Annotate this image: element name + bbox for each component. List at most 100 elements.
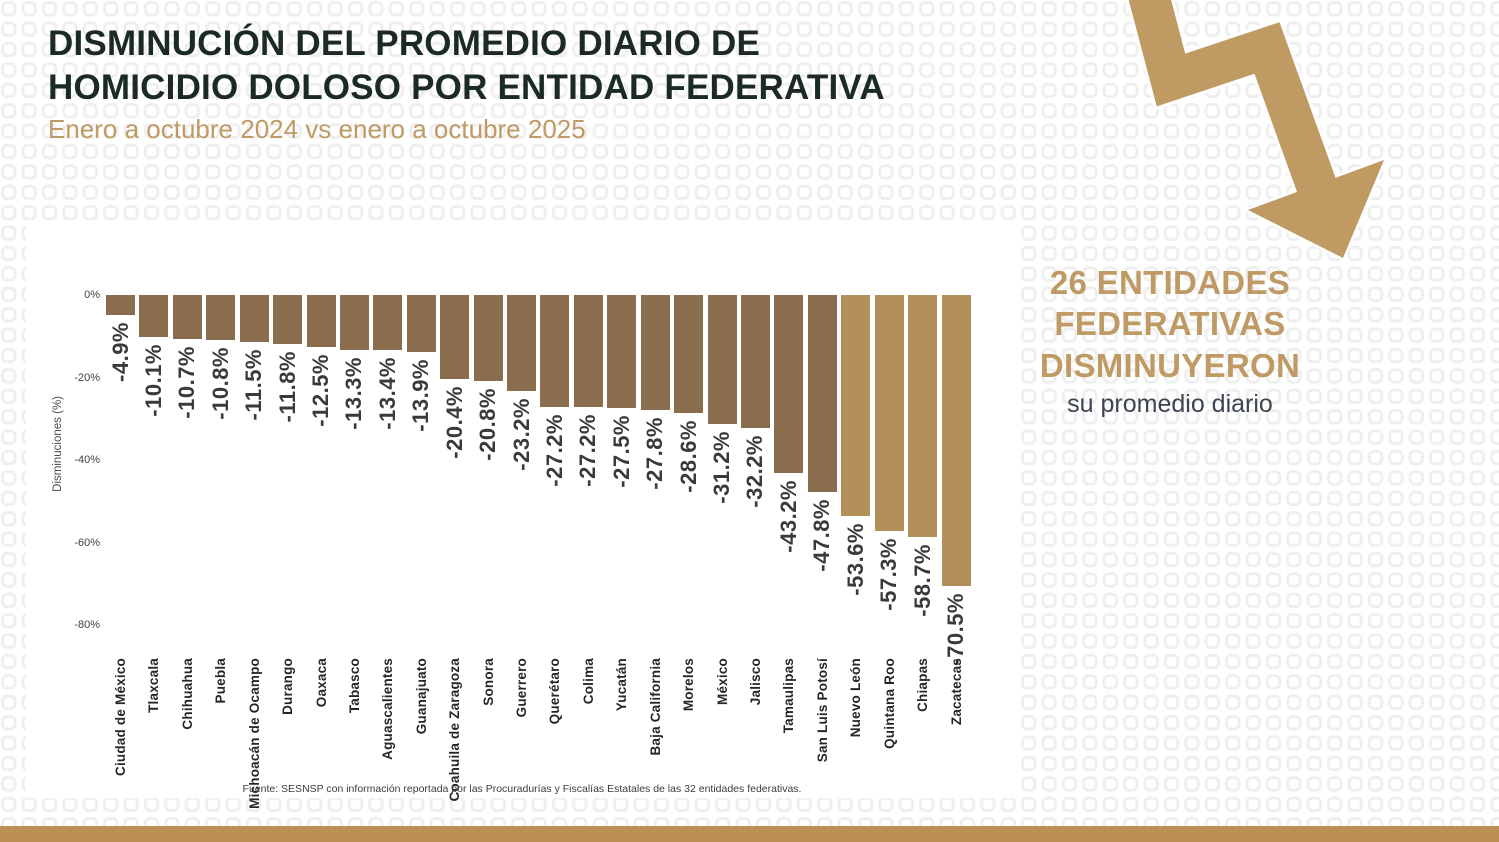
x-tick-label: Querétaro <box>547 658 563 725</box>
bar-ciudad-de-méxico <box>106 295 135 316</box>
x-tick-label-wrap: Chihuahua <box>173 658 202 730</box>
x-tick-label-wrap: Oaxaca <box>307 658 336 707</box>
bar-value-label: -28.6% <box>675 419 701 493</box>
x-tick-label: Durango <box>280 658 296 715</box>
x-tick-label: Yucatán <box>614 658 630 712</box>
x-tick-label: Aguascalientes <box>380 658 396 760</box>
x-tick-label-wrap: Aguascalientes <box>373 658 402 760</box>
x-tick-label-wrap: San Luis Potosí <box>808 658 837 762</box>
x-tick-label-wrap: Ciudad de México <box>106 658 135 776</box>
x-tick-label-wrap: Nuevo León <box>841 658 870 737</box>
bar-value-label-wrap: -57.3% <box>875 538 904 611</box>
bar-tamaulipas <box>774 295 804 474</box>
x-tick-label: Tlaxcala <box>146 658 162 713</box>
bar-morelos <box>674 295 704 413</box>
bar-michoacán-de-ocampo <box>239 295 269 343</box>
bar-value-label-wrap: -47.8% <box>808 499 837 572</box>
x-tick-label: Guanajuato <box>413 658 429 735</box>
bar-value-label: -47.8% <box>809 499 835 572</box>
x-tick-label-wrap: Tamaulipas <box>774 658 803 733</box>
bar-jalisco <box>740 295 770 428</box>
x-tick-label: Chiapas <box>915 658 931 712</box>
bar-baja-california <box>640 295 670 410</box>
page-subtitle: Enero a octubre 2024 vs enero a octubre … <box>48 114 586 144</box>
bar-value-label-wrap: -27.5% <box>607 415 636 488</box>
bar-tlaxcala <box>139 295 169 337</box>
bar-coahuila-de-zaragoza <box>440 295 470 380</box>
bar-chihuahua <box>172 295 202 340</box>
bar-value-label-wrap: -10.7% <box>173 346 202 419</box>
bar-colima <box>573 295 603 408</box>
x-tick-label: Puebla <box>213 658 229 704</box>
bar-value-label: -20.4% <box>441 386 467 459</box>
bottom-accent-bar <box>0 826 1499 842</box>
bar-value-label-wrap: -13.4% <box>373 357 402 430</box>
bar-value-label: -4.9% <box>107 322 133 383</box>
x-tick-label: San Luis Potosí <box>814 658 830 763</box>
x-tick-label: Chihuahua <box>179 658 195 730</box>
bar-value-label-wrap: -32.2% <box>741 435 770 508</box>
x-tick-label-wrap: Coahuila de Zaragoza <box>440 658 469 802</box>
bar-guerrero <box>507 295 537 391</box>
bar-value-label-wrap: -28.6% <box>674 420 703 493</box>
x-tick-label-wrap: Morelos <box>674 658 703 711</box>
bar-value-label-wrap: -10.1% <box>139 344 168 417</box>
bar-value-label-wrap: -27.2% <box>540 414 569 487</box>
x-tick-label-wrap: Chiapas <box>908 658 937 712</box>
x-tick-label: Baja California <box>647 658 663 756</box>
bar-value-label: -57.3% <box>876 538 902 612</box>
bar-value-label: -12.5% <box>308 353 334 427</box>
bar-value-label: -10.1% <box>140 343 166 417</box>
highlight-line-3: DISMINUYERON <box>1039 346 1301 384</box>
bar-value-label-wrap: -11.8% <box>273 351 302 423</box>
bar-chiapas <box>908 295 938 538</box>
bar-value-label-wrap: -20.4% <box>440 386 469 459</box>
y-tick-label: -40% <box>74 454 100 466</box>
bar-value-label-wrap: -20.8% <box>474 388 503 461</box>
bar-puebla <box>206 295 236 340</box>
x-tick-label-wrap: México <box>708 658 737 705</box>
x-tick-label: México <box>714 658 730 705</box>
source-note: Fuente: SESNSP con información reportada… <box>242 783 802 795</box>
bar-value-label-wrap: -23.2% <box>507 398 536 471</box>
bar-value-label-wrap: -70.5% <box>942 593 971 666</box>
x-tick-label-wrap: Querétaro <box>540 658 569 724</box>
bar-value-label-wrap: -13.3% <box>340 357 369 430</box>
x-tick-label: Colima <box>580 658 596 705</box>
bar-zacatecas <box>941 295 971 586</box>
x-tick-label-wrap: Zacatecas <box>942 658 971 725</box>
x-tick-label-wrap: Jalisco <box>741 658 770 705</box>
highlight-line-1: 26 ENTIDADES <box>1049 264 1291 301</box>
x-tick-label-wrap: Quintana Roo <box>875 658 904 749</box>
x-tick-label: Oaxaca <box>313 658 329 708</box>
bar-value-label-wrap: -31.2% <box>708 431 737 504</box>
x-tick-label: Zacatecas <box>948 658 964 726</box>
bar-value-label: -11.5% <box>241 349 267 421</box>
x-tick-label-wrap: Guerrero <box>507 658 536 717</box>
bar-value-label-wrap: -4.9% <box>106 322 135 382</box>
bar-value-label-wrap: -13.9% <box>407 359 436 432</box>
x-tick-label: Nuevo León <box>848 658 864 738</box>
x-tick-label-wrap: Tlaxcala <box>139 658 168 713</box>
highlight-subline: su promedio diario <box>1067 389 1273 418</box>
bar-value-label-wrap: -53.6% <box>841 523 870 596</box>
bar-san-luis-potosí <box>807 295 837 493</box>
bar-sonora <box>473 295 503 381</box>
x-tick-label-wrap: Durango <box>273 658 302 715</box>
bar-value-label-wrap: -27.8% <box>641 417 670 490</box>
bar-nuevo-león <box>841 295 871 517</box>
bar-value-label: -43.2% <box>775 480 801 553</box>
x-tick-label: Ciudad de México <box>113 658 128 776</box>
bar-value-label: -27.2% <box>575 414 601 487</box>
bar-value-label: -20.8% <box>475 387 501 461</box>
bar-value-label: -31.2% <box>709 430 735 504</box>
bar-value-label: -11.8% <box>274 350 300 423</box>
x-tick-label-wrap: Yucatán <box>607 658 636 711</box>
x-tick-label: Coahuila de Zaragoza <box>447 658 463 802</box>
bar-durango <box>273 295 303 344</box>
x-tick-label: Morelos <box>681 658 697 712</box>
bar-value-label-wrap: -11.5% <box>240 349 269 421</box>
bar-value-label: -13.4% <box>374 357 400 430</box>
bar-value-label: -10.8% <box>207 346 233 420</box>
